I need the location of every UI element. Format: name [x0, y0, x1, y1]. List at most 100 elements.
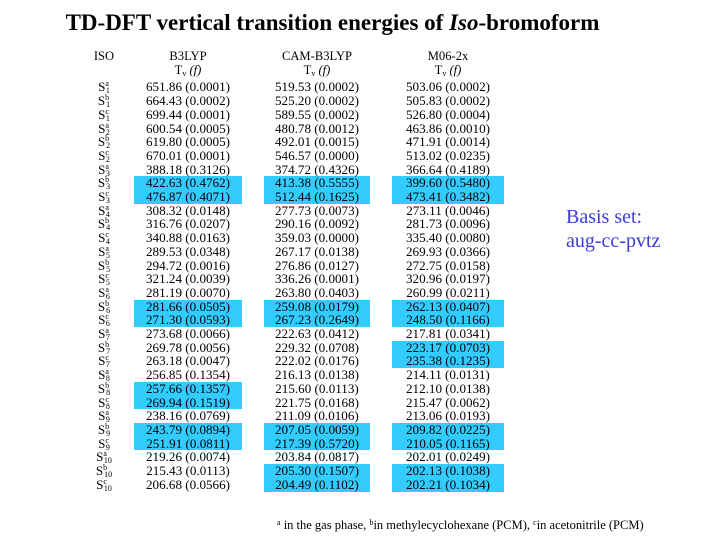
- energy-cell: 399.60 (0.5480): [392, 176, 504, 191]
- table-row: Sb6 281.66 (0.0505) 259.08 (0.0179) 262.13 …: [74, 299, 504, 314]
- transition-energy-table: ISO B3LYP CAM-B3LYP M06-2x Tv (f) Tv (f)…: [74, 49, 504, 492]
- energy-cell: 204.49 (0.1102): [264, 478, 370, 492]
- energy-cell: 269.94 (0.1519): [134, 395, 242, 410]
- energy-cell: 238.16 (0.0769): [145, 408, 230, 424]
- energy-cell: 290.16 (0.0092): [274, 216, 359, 232]
- table-row: Sc1 699.44 (0.0001) 589.55 (0.0002) 526.80 …: [74, 106, 504, 123]
- basis-line-2: aug-cc-pvtz: [566, 230, 661, 252]
- energy-cell: 340.88 (0.0163): [145, 230, 230, 246]
- energy-cell: 212.10 (0.0138): [405, 380, 490, 396]
- state-label: Sc7: [98, 353, 110, 370]
- energy-cell: 222.63 (0.0412): [274, 326, 359, 342]
- header-row-methods: ISO B3LYP CAM-B3LYP M06-2x: [74, 49, 504, 64]
- state-label: Sa5: [98, 243, 110, 260]
- energy-cell: 214.11 (0.0131): [406, 367, 490, 383]
- energy-cell: 277.73 (0.0073): [274, 202, 359, 218]
- energy-cell: 217.39 (0.5720): [264, 436, 370, 451]
- energy-cell: 281.19 (0.0070): [145, 284, 230, 300]
- energy-cell: 219.26 (0.0074): [145, 449, 230, 465]
- table-row: Sb5 294.72 (0.0016) 276.86 (0.0127) 272.75 …: [74, 257, 504, 274]
- table-row: Sb7 269.78 (0.0056) 229.32 (0.0708) 223.17 …: [74, 339, 504, 355]
- unit-header: Tv (f): [303, 62, 331, 78]
- table-row: Sc8 269.94 (0.1519) 221.75 (0.0168) 215.47 …: [74, 394, 504, 411]
- table-row: Sa9 238.16 (0.0769) 211.09 (0.0106) 213.06 …: [74, 408, 504, 425]
- energy-cell: 335.40 (0.0080): [405, 230, 490, 246]
- basis-set-note: Basis set: aug-cc-pvtz: [566, 205, 660, 253]
- energy-cell: 519.53 (0.0002): [274, 79, 359, 95]
- energy-cell: 512.44 (0.1625): [264, 190, 370, 204]
- energy-cell: 276.86 (0.0127): [274, 257, 359, 273]
- title-text: TD-DFT vertical transition energies of: [65, 10, 450, 35]
- state-label: Sb2: [97, 134, 111, 151]
- table-row: Sa1 651.86 (0.0001) 519.53 (0.0002) 503.06 …: [74, 79, 504, 95]
- energy-cell: 260.99 (0.0211): [406, 284, 490, 300]
- energy-cell: 251.91 (0.0811): [134, 436, 242, 451]
- energy-cell: 229.32 (0.0708): [274, 339, 359, 355]
- energy-cell: 207.05 (0.0059): [264, 423, 370, 437]
- header-b3lyp: B3LYP: [169, 49, 207, 63]
- table-row: Sb3 422.63 (0.4762) 413.38 (0.5555) 399.60 …: [74, 176, 504, 191]
- energy-cell: 525.20 (0.0002): [274, 93, 359, 109]
- energy-cell: 476.87 (0.4071): [134, 190, 242, 204]
- energy-cell: 589.55 (0.0002): [274, 106, 359, 122]
- energy-cell: 223.17 (0.0703): [392, 341, 504, 355]
- energy-cell: 526.80 (0.0004): [405, 106, 490, 122]
- state-label: Sa7: [98, 326, 110, 343]
- energy-cell: 546.57 (0.0000): [274, 147, 359, 163]
- state-label: Sb1: [97, 93, 111, 110]
- energy-cell: 651.86 (0.0001): [145, 79, 230, 95]
- energy-cell: 202.01 (0.0249): [405, 449, 490, 465]
- table-row: Sb1 664.43 (0.0002) 525.20 (0.0002) 505.83 …: [74, 93, 504, 110]
- energy-cell: 336.26 (0.0001): [274, 271, 359, 287]
- state-label: Sa9: [98, 408, 110, 425]
- state-label: Sc2: [98, 147, 110, 164]
- energy-cell: 248.50 (0.1166): [392, 313, 504, 328]
- energy-cell: 473.41 (0.3482): [392, 190, 504, 204]
- table-row: Sa2 600.54 (0.0005) 480.78 (0.0012) 463.86 …: [74, 120, 504, 137]
- energy-cell: 273.68 (0.0066): [145, 326, 230, 342]
- state-label: Sa3: [98, 161, 110, 178]
- energy-cell: 388.18 (0.3126): [145, 161, 230, 177]
- energy-cell: 374.72 (0.4326): [274, 161, 359, 177]
- state-label: Sc5: [98, 271, 110, 288]
- header-row-units: Tv (f) Tv (f) Tv (f): [74, 62, 504, 81]
- energy-cell: 202.13 (0.1038): [392, 464, 504, 478]
- energy-cell: 269.78 (0.0056): [145, 339, 230, 355]
- state-label: Sa6: [98, 284, 110, 301]
- energy-cell: 308.32 (0.0148): [145, 202, 230, 218]
- table-row: Sa10 219.26 (0.0074) 203.84 (0.0817) 202.01…: [74, 449, 504, 465]
- state-label: Sb8: [97, 380, 111, 397]
- title-tail: -bromoform: [478, 10, 600, 35]
- energy-cell: 320.96 (0.0197): [405, 271, 490, 287]
- energy-cell: 222.02 (0.0176): [274, 353, 359, 369]
- table-row: Sc3 476.87 (0.4071) 512.44 (0.1625) 473.41 …: [74, 190, 504, 205]
- table-row: Sc5 321.24 (0.0039) 336.26 (0.0001) 320.96 …: [74, 271, 504, 288]
- energy-cell: 209.82 (0.0225): [392, 423, 504, 437]
- unit-header: Tv (f): [174, 62, 202, 78]
- state-label: Sb5: [97, 257, 111, 274]
- energy-cell: 281.66 (0.0505): [134, 299, 242, 314]
- table-row: Sb9 243.79 (0.0894) 207.05 (0.0059) 209.82 …: [74, 421, 504, 438]
- energy-cell: 480.78 (0.0012): [274, 120, 359, 136]
- state-label: Sb9: [97, 421, 111, 438]
- state-label: Sc1: [98, 106, 110, 123]
- energy-cell: 272.75 (0.0158): [405, 257, 490, 273]
- table-row: Sc6 271.30 (0.0593) 267.23 (0.2649) 248.50 …: [74, 313, 504, 328]
- state-label: Sb4: [97, 216, 111, 233]
- energy-cell: 215.43 (0.0113): [146, 463, 230, 479]
- energy-cell: 210.05 (0.1165): [392, 436, 504, 451]
- energy-cell: 413.38 (0.5555): [264, 176, 370, 191]
- table-row: Sa6 281.19 (0.0070) 263.80 (0.0403) 260.99 …: [74, 284, 504, 301]
- energy-cell: 243.79 (0.0894): [134, 423, 242, 437]
- energy-cell: 216.13 (0.0138): [274, 367, 359, 383]
- energy-cell: 281.73 (0.0096): [405, 216, 490, 232]
- energy-cell: 215.60 (0.0113): [275, 380, 359, 396]
- table-row: Sa5 289.53 (0.0348) 267.17 (0.0138) 269.93 …: [74, 243, 504, 260]
- energy-cell: 269.93 (0.0366): [405, 243, 490, 259]
- energy-cell: 503.06 (0.0002): [405, 79, 490, 95]
- state-label: Sa2: [98, 120, 110, 137]
- energy-cell: 366.64 (0.4189): [405, 161, 490, 177]
- state-label: Sc8: [98, 394, 110, 411]
- energy-cell: 259.08 (0.0179): [264, 299, 370, 314]
- energy-cell: 267.17 (0.0138): [274, 243, 359, 259]
